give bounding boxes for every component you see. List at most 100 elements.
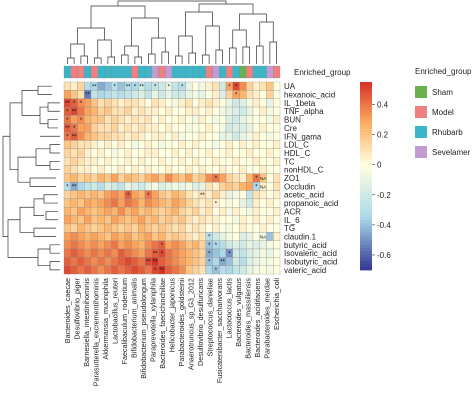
heatmap-cell [84,198,92,208]
colorbar-segment [360,204,372,208]
heatmap-cell [90,156,98,166]
heatmap-cell [97,248,105,258]
heatmap-cell [77,215,85,225]
heatmap-cell [84,182,92,191]
heatmap-cell [77,248,85,258]
heatmap-cell [246,81,254,91]
heatmap-cell [84,106,92,116]
group-cell [178,65,186,79]
heatmap-cell [171,190,179,200]
dendrogram-link [43,194,58,204]
row-label: acetic_acid [284,191,324,200]
heatmap-cell [138,98,146,108]
heatmap-cell [90,215,98,225]
heatmap-cell [178,173,186,183]
heatmap-cell [63,90,71,99]
dendrogram-link [37,85,52,95]
heatmap-cell [205,106,213,116]
heatmap-cell [219,173,227,183]
heatmap-cell [144,232,152,241]
heatmap-cell [219,223,227,233]
heatmap-cell [131,90,139,99]
colorbar-segment [360,154,372,158]
significance-mark: * [235,93,238,99]
group-cell [205,65,213,79]
heatmap-cell [192,215,200,225]
heatmap-cell [124,131,132,141]
heatmap-cell [151,106,159,116]
dendrogram-link [2,135,10,237]
heatmap-cell [232,232,240,241]
heatmap-cell [192,173,200,183]
heatmap-cell [219,198,227,208]
heatmap-cell [131,106,139,116]
heatmap-cell [232,240,240,250]
heatmap-cell [97,98,105,108]
heatmap-cell [124,198,132,208]
heatmap-cell [225,215,233,225]
heatmap-cell [232,148,240,158]
heatmap-cell [117,232,125,241]
heatmap-cell [239,156,247,166]
heatmap-cell [124,173,132,183]
heatmap-cell [63,156,71,166]
column-label: Akkermansia_muciniphila [101,278,110,360]
heatmap-cell [178,190,186,200]
heatmap-cell [205,182,213,191]
heatmap-cell [70,215,78,225]
heatmap-cell [259,106,267,116]
colorbar-segment [360,263,372,268]
heatmap-cell [246,148,254,158]
heatmap-cell [198,98,206,108]
heatmap-cell [111,182,119,191]
heatmap-cell [138,182,146,191]
heatmap-cell [138,148,146,158]
heatmap-cell [131,257,139,266]
heatmap-cell [198,207,206,216]
heatmap-cell [151,182,159,191]
heatmap-cell [185,123,193,133]
heatmap-cell [165,248,173,258]
heatmap-cell [252,248,260,258]
heatmap-cell [178,223,186,233]
heatmap-cell [111,240,119,250]
heatmap-cell [239,98,247,108]
heatmap-cell [185,106,193,116]
heatmap-cell [232,123,240,133]
heatmap-cell [124,207,132,216]
heatmap-cell [171,223,179,233]
heatmap-cell [266,98,274,108]
heatmap-cell [144,131,152,141]
heatmap-cell [185,240,193,250]
heatmap-cell [63,198,71,208]
colorbar-segment [360,210,372,214]
heatmap-cell [70,173,78,183]
column-label: Lactobacillus_reuteri [110,278,119,344]
heatmap-cell [131,240,139,250]
heatmap-cell [239,148,247,158]
colorbar-tick-label: -0.4 [377,221,391,230]
heatmap-cell [117,215,125,225]
significance-mark: ** [160,268,165,274]
heatmap-cell [266,106,274,116]
dendrogram-link [161,51,169,64]
colorbar-segment [360,260,372,265]
heatmap-cell [219,148,227,158]
heatmap-cell [151,198,159,208]
column-label: Desulfovibrio_piger [72,277,81,339]
heatmap-cell [212,248,220,258]
heatmap-cell [111,106,119,116]
heatmap-cell [165,223,173,233]
heatmap-cell [192,232,200,241]
heatmap-cell [266,257,274,266]
colorbar-segment [360,254,372,258]
heatmap-cell [77,265,85,275]
significance-mark: * [161,243,164,249]
heatmap-cell [225,98,233,108]
heatmap-cell [84,173,92,183]
heatmap-cell [178,198,186,208]
heatmap-cell [77,223,85,233]
heatmap-cell [131,207,139,216]
heatmap-cell [117,81,125,91]
group-cell [63,65,71,79]
